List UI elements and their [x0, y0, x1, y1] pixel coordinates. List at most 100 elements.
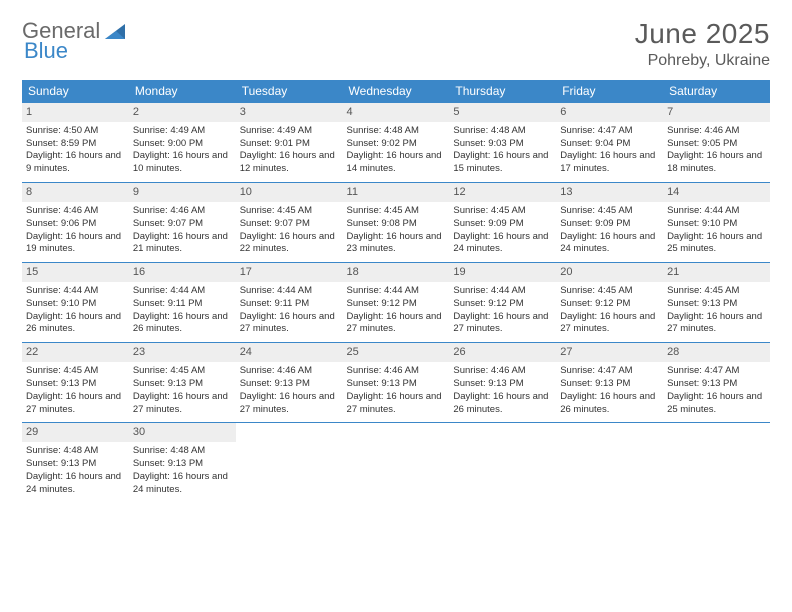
day-details: Sunrise: 4:45 AMSunset: 9:09 PMDaylight:…	[453, 205, 552, 256]
day-details: Sunrise: 4:45 AMSunset: 9:08 PMDaylight:…	[347, 205, 446, 256]
day-details: Sunrise: 4:46 AMSunset: 9:13 PMDaylight:…	[347, 365, 446, 416]
location: Pohreby, Ukraine	[635, 52, 770, 70]
day-cell: 27 Sunrise: 4:47 AMSunset: 9:13 PMDayligh…	[556, 343, 663, 423]
title-block: June 2025 Pohreby, Ukraine	[635, 18, 770, 70]
day-cell: 4Sunrise: 4:48 AMSunset: 9:02 PMDaylight…	[343, 103, 450, 183]
header: General June 2025 Pohreby, Ukraine	[22, 18, 770, 70]
day-number: 30	[129, 423, 236, 442]
day-details: Sunrise: 4:47 AMSunset: 9:04 PMDaylight:…	[560, 125, 659, 176]
day-number: 23	[129, 343, 236, 362]
day-number: 6	[556, 103, 663, 122]
day-number: 29	[22, 423, 129, 442]
day-number: 7	[663, 103, 770, 122]
day-cell	[556, 423, 663, 503]
dayname-mon: Monday	[129, 80, 236, 103]
day-cell: 26 Sunrise: 4:46 AMSunset: 9:13 PMDayligh…	[449, 343, 556, 423]
day-cell: 17 Sunrise: 4:44 AMSunset: 9:11 PMDayligh…	[236, 263, 343, 343]
day-details: Sunrise: 4:48 AMSunset: 9:03 PMDaylight:…	[453, 125, 552, 176]
calendar-table: Sunday Monday Tuesday Wednesday Thursday…	[22, 80, 770, 502]
day-cell: 3 Sunrise: 4:49 AMSunset: 9:01 PMDaylight…	[236, 103, 343, 183]
day-cell: 18 Sunrise: 4:44 AMSunset: 9:12 PMDayligh…	[343, 263, 450, 343]
day-details: Sunrise: 4:45 AMSunset: 9:09 PMDaylight:…	[560, 205, 659, 256]
day-cell: 14Sunrise: 4:44 AMSunset: 9:10 PMDayligh…	[663, 183, 770, 263]
day-number: 2	[129, 103, 236, 122]
day-header-row: Sunday Monday Tuesday Wednesday Thursday…	[22, 80, 770, 103]
day-cell: 9Sunrise: 4:46 AMSunset: 9:07 PMDaylight…	[129, 183, 236, 263]
day-cell: 19Sunrise: 4:44 AMSunset: 9:12 PMDayligh…	[449, 263, 556, 343]
day-details: Sunrise: 4:45 AMSunset: 9:13 PMDaylight:…	[26, 365, 125, 416]
day-number: 12	[449, 183, 556, 202]
day-cell: 5 Sunrise: 4:48 AMSunset: 9:03 PMDaylight…	[449, 103, 556, 183]
day-cell: 6 Sunrise: 4:47 AMSunset: 9:04 PMDaylight…	[556, 103, 663, 183]
day-cell: 16 Sunrise: 4:44 AMSunset: 9:11 PMDayligh…	[129, 263, 236, 343]
day-details: Sunrise: 4:44 AMSunset: 9:10 PMDaylight:…	[26, 285, 125, 336]
day-number: 10	[236, 183, 343, 202]
day-cell: 2 Sunrise: 4:49 AMSunset: 9:00 PMDaylight…	[129, 103, 236, 183]
dayname-sun: Sunday	[22, 80, 129, 103]
week-row: 15Sunrise: 4:44 AMSunset: 9:10 PMDayligh…	[22, 263, 770, 343]
day-details: Sunrise: 4:46 AMSunset: 9:06 PMDaylight:…	[26, 205, 125, 256]
day-cell: 23 Sunrise: 4:45 AMSunset: 9:13 PMDayligh…	[129, 343, 236, 423]
day-cell: 8Sunrise: 4:46 AMSunset: 9:06 PMDaylight…	[22, 183, 129, 263]
day-cell: 22 Sunrise: 4:45 AMSunset: 9:13 PMDayligh…	[22, 343, 129, 423]
day-cell: 1Sunrise: 4:50 AMSunset: 8:59 PMDaylight…	[22, 103, 129, 183]
day-details: Sunrise: 4:46 AMSunset: 9:07 PMDaylight:…	[133, 205, 232, 256]
day-number: 17	[236, 263, 343, 282]
day-cell: 29 Sunrise: 4:48 AMSunset: 9:13 PMDayligh…	[22, 423, 129, 503]
day-number: 25	[343, 343, 450, 362]
day-number: 20	[556, 263, 663, 282]
day-details: Sunrise: 4:49 AMSunset: 9:00 PMDaylight:…	[133, 125, 232, 176]
dayname-thu: Thursday	[449, 80, 556, 103]
day-details: Sunrise: 4:48 AMSunset: 9:13 PMDaylight:…	[26, 445, 125, 496]
month-title: June 2025	[635, 18, 770, 50]
day-cell	[663, 423, 770, 503]
dayname-wed: Wednesday	[343, 80, 450, 103]
day-cell: 12 Sunrise: 4:45 AMSunset: 9:09 PMDayligh…	[449, 183, 556, 263]
day-details: Sunrise: 4:50 AMSunset: 8:59 PMDaylight:…	[26, 125, 125, 176]
day-details: Sunrise: 4:45 AMSunset: 9:12 PMDaylight:…	[560, 285, 659, 336]
day-number: 13	[556, 183, 663, 202]
day-number: 24	[236, 343, 343, 362]
day-number: 18	[343, 263, 450, 282]
dayname-sat: Saturday	[663, 80, 770, 103]
day-cell: 13 Sunrise: 4:45 AMSunset: 9:09 PMDayligh…	[556, 183, 663, 263]
day-details: Sunrise: 4:46 AMSunset: 9:05 PMDaylight:…	[667, 125, 766, 176]
day-number: 11	[343, 183, 450, 202]
calendar-body: 1Sunrise: 4:50 AMSunset: 8:59 PMDaylight…	[22, 103, 770, 503]
day-details: Sunrise: 4:44 AMSunset: 9:11 PMDaylight:…	[133, 285, 232, 336]
day-number: 27	[556, 343, 663, 362]
day-cell: 10 Sunrise: 4:45 AMSunset: 9:07 PMDayligh…	[236, 183, 343, 263]
day-details: Sunrise: 4:44 AMSunset: 9:11 PMDaylight:…	[240, 285, 339, 336]
week-row: 8Sunrise: 4:46 AMSunset: 9:06 PMDaylight…	[22, 183, 770, 263]
week-row: 29Sunrise: 4:48 AMSunset: 9:13 PMDayligh…	[22, 423, 770, 503]
day-number: 28	[663, 343, 770, 362]
week-row: 22Sunrise: 4:45 AMSunset: 9:13 PMDayligh…	[22, 343, 770, 423]
day-cell: 25 Sunrise: 4:46 AMSunset: 9:13 PMDayligh…	[343, 343, 450, 423]
day-number: 14	[663, 183, 770, 202]
day-number: 16	[129, 263, 236, 282]
logo-text-blue: Blue	[24, 38, 68, 64]
day-details: Sunrise: 4:44 AMSunset: 9:12 PMDaylight:…	[347, 285, 446, 336]
day-details: Sunrise: 4:48 AMSunset: 9:02 PMDaylight:…	[347, 125, 446, 176]
day-details: Sunrise: 4:46 AMSunset: 9:13 PMDaylight:…	[453, 365, 552, 416]
day-details: Sunrise: 4:45 AMSunset: 9:13 PMDaylight:…	[667, 285, 766, 336]
dayname-tue: Tuesday	[236, 80, 343, 103]
day-cell	[343, 423, 450, 503]
day-number: 5	[449, 103, 556, 122]
day-cell: 24 Sunrise: 4:46 AMSunset: 9:13 PMDayligh…	[236, 343, 343, 423]
day-details: Sunrise: 4:45 AMSunset: 9:13 PMDaylight:…	[133, 365, 232, 416]
logo-sail-icon	[104, 22, 126, 40]
day-details: Sunrise: 4:47 AMSunset: 9:13 PMDaylight:…	[560, 365, 659, 416]
day-cell: 20 Sunrise: 4:45 AMSunset: 9:12 PMDayligh…	[556, 263, 663, 343]
day-number: 26	[449, 343, 556, 362]
day-details: Sunrise: 4:45 AMSunset: 9:07 PMDaylight:…	[240, 205, 339, 256]
day-cell: 15Sunrise: 4:44 AMSunset: 9:10 PMDayligh…	[22, 263, 129, 343]
day-number: 3	[236, 103, 343, 122]
day-cell: 21 Sunrise: 4:45 AMSunset: 9:13 PMDayligh…	[663, 263, 770, 343]
day-number: 22	[22, 343, 129, 362]
day-details: Sunrise: 4:46 AMSunset: 9:13 PMDaylight:…	[240, 365, 339, 416]
day-details: Sunrise: 4:48 AMSunset: 9:13 PMDaylight:…	[133, 445, 232, 496]
day-number: 21	[663, 263, 770, 282]
day-cell: 28Sunrise: 4:47 AMSunset: 9:13 PMDayligh…	[663, 343, 770, 423]
day-details: Sunrise: 4:49 AMSunset: 9:01 PMDaylight:…	[240, 125, 339, 176]
